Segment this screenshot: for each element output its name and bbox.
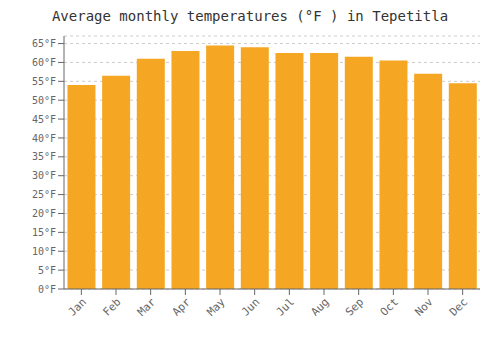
svg-text:Feb: Feb xyxy=(100,295,123,318)
svg-text:65°F: 65°F xyxy=(32,38,56,49)
svg-text:Aug: Aug xyxy=(308,295,331,318)
svg-text:45°F: 45°F xyxy=(32,114,56,125)
svg-text:55°F: 55°F xyxy=(32,76,56,87)
svg-text:30°F: 30°F xyxy=(32,170,56,181)
svg-text:May: May xyxy=(204,295,228,319)
svg-text:Jul: Jul xyxy=(274,295,297,318)
svg-text:35°F: 35°F xyxy=(32,151,56,162)
svg-text:15°F: 15°F xyxy=(32,227,56,238)
svg-text:Jun: Jun xyxy=(239,295,262,318)
svg-text:50°F: 50°F xyxy=(32,95,56,106)
svg-text:Nov: Nov xyxy=(412,295,436,319)
svg-text:60°F: 60°F xyxy=(32,57,56,68)
svg-text:Jan: Jan xyxy=(66,295,89,318)
svg-text:Sep: Sep xyxy=(343,295,366,318)
svg-text:25°F: 25°F xyxy=(32,189,56,200)
svg-text:Dec: Dec xyxy=(447,295,470,318)
svg-text:10°F: 10°F xyxy=(32,246,56,257)
svg-text:0°F: 0°F xyxy=(38,284,56,295)
svg-text:5°F: 5°F xyxy=(38,265,56,276)
svg-text:Apr: Apr xyxy=(170,295,194,319)
html-text:Average monthly temperatures (: Average monthly temperatures (°F ) in Te… xyxy=(51,8,449,24)
svg-text:Mar: Mar xyxy=(135,295,159,319)
svg-text:Oct: Oct xyxy=(378,295,401,318)
svg-text:20°F: 20°F xyxy=(32,208,56,219)
svg-text:40°F: 40°F xyxy=(32,133,56,144)
